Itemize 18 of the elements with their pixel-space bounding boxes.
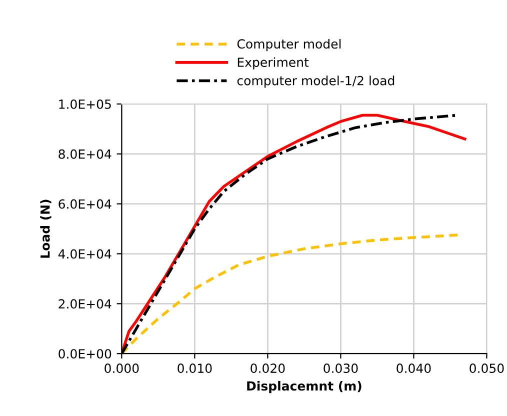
line-series xyxy=(122,234,459,354)
x-tick-label: 0.030 xyxy=(324,364,358,373)
y-axis-title: Load (N) xyxy=(40,200,52,258)
x-tick-label: 0.020 xyxy=(250,364,285,373)
y-tick-label: 8.0E+04 xyxy=(58,149,112,159)
y-tick-label: 1.0E+05 xyxy=(59,99,111,109)
x-tick-label: 0.000 xyxy=(104,364,139,373)
x-tick-label: 0.040 xyxy=(396,364,431,373)
legend-label: computer model-1/2 load xyxy=(237,76,394,88)
y-tick-label: 0.0E+00 xyxy=(58,349,112,359)
y-tick-label: 2.0E+04 xyxy=(58,299,112,309)
y-tick-label: 6.0E+04 xyxy=(58,199,112,209)
y-tick-label: 4.0E+04 xyxy=(58,249,112,259)
legend-label: Computer model xyxy=(237,38,341,52)
x-axis-title: Displacemnt (m) xyxy=(247,380,362,394)
x-tick-label: 0.050 xyxy=(470,364,504,373)
legend-label: Experiment xyxy=(238,57,309,70)
x-tick-label: 0.010 xyxy=(178,364,212,373)
